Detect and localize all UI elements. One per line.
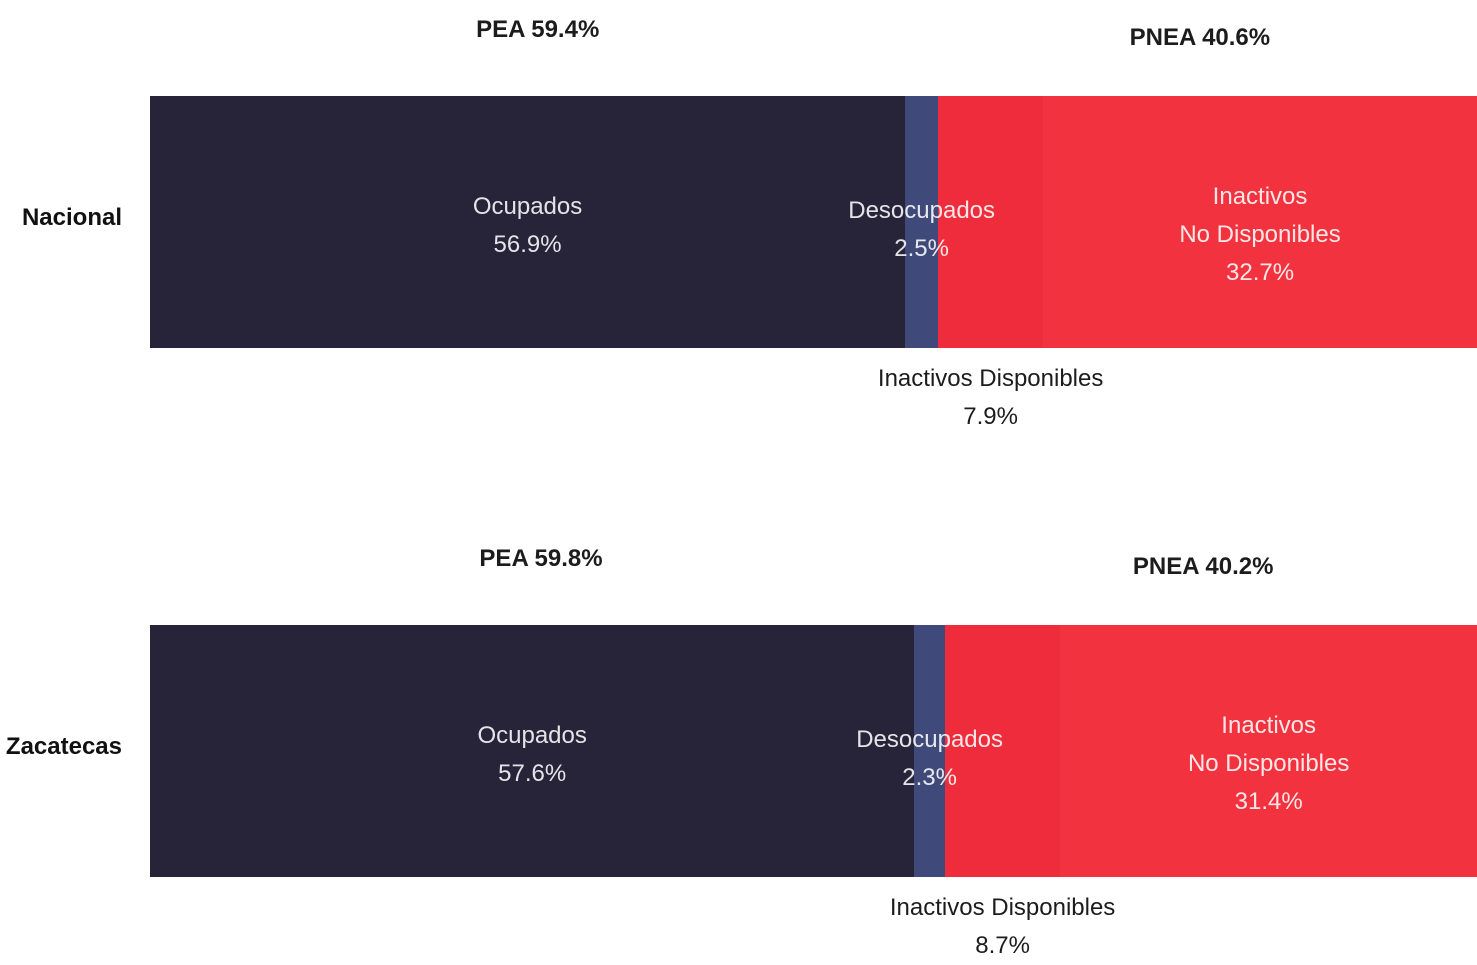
data-label-desocupados-line: 2.5%: [894, 235, 949, 262]
pea-label: PEA 59.8%: [479, 545, 603, 572]
bar-nacional: [150, 96, 1477, 348]
data-label-ocupados-line: Ocupados: [472, 193, 583, 220]
data-label-inactivos-no-disponibles-line: No Disponibles: [1187, 750, 1350, 777]
bar-zacatecas: [150, 625, 1477, 877]
data-label-inactivos-no-disponibles-line: 31.4%: [1234, 788, 1303, 815]
bar-segment-ocupados: [150, 625, 915, 877]
data-label-inactivos-disponibles-line: 7.9%: [963, 403, 1018, 430]
data-label-inactivos-no-disponibles-line: Inactivos: [1212, 183, 1308, 210]
data-label-desocupados-line: Desocupados: [848, 197, 996, 224]
bar-segment-desocupados: [914, 625, 945, 877]
data-label-inactivos-disponibles: Inactivos Disponibles 7.9%: [841, 360, 1141, 436]
data-label-ocupados-line: 56.9%: [493, 231, 562, 258]
data-label-desocupados-line: 2.3%: [902, 764, 957, 791]
pnea-label: PNEA 40.6%: [1129, 24, 1271, 51]
row-label-zacatecas: Zacatecas: [5, 733, 122, 760]
data-label-inactivos-no-disponibles-line: Inactivos: [1221, 712, 1317, 739]
data-label-ocupados: Ocupados 56.9%: [458, 188, 598, 264]
data-label-inactivos-no-disponibles: Inactivos No Disponibles 32.7%: [1150, 178, 1370, 292]
data-label-ocupados-line: 57.6%: [498, 760, 567, 787]
data-label-inactivos-disponibles-line: Inactivos Disponibles: [877, 365, 1104, 392]
data-label-inactivos-disponibles-line: 8.7%: [975, 932, 1030, 959]
data-label-inactivos-no-disponibles: Inactivos No Disponibles 31.4%: [1159, 707, 1379, 821]
bar-segment-desocupados: [905, 96, 939, 348]
bar-segment-inactivos-no-disponibles: [1060, 625, 1477, 877]
data-label-desocupados-line: Desocupados: [856, 726, 1003, 753]
pnea-label: PNEA 40.2%: [1132, 553, 1274, 580]
data-label-inactivos-no-disponibles-line: 32.7%: [1226, 259, 1295, 286]
data-label-ocupados: Ocupados 57.6%: [462, 717, 602, 793]
data-label-ocupados-line: Ocupados: [477, 722, 587, 749]
data-label-inactivos-disponibles-line: Inactivos Disponibles: [889, 894, 1116, 921]
pea-label: PEA 59.4%: [476, 16, 600, 43]
bar-segment-ocupados: [150, 96, 906, 348]
row-label-nacional: Nacional: [21, 204, 122, 231]
data-label-desocupados: Desocupados 2.3%: [830, 721, 1030, 797]
bar-segment-inactivos-disponibles: [944, 625, 1061, 877]
bar-segment-inactivos-no-disponibles: [1043, 96, 1477, 348]
data-label-inactivos-no-disponibles-line: No Disponibles: [1179, 221, 1341, 248]
bar-segment-inactivos-disponibles: [938, 96, 1044, 348]
data-label-desocupados: Desocupados 2.5%: [822, 192, 1022, 268]
data-label-inactivos-disponibles: Inactivos Disponibles 8.7%: [853, 889, 1153, 965]
